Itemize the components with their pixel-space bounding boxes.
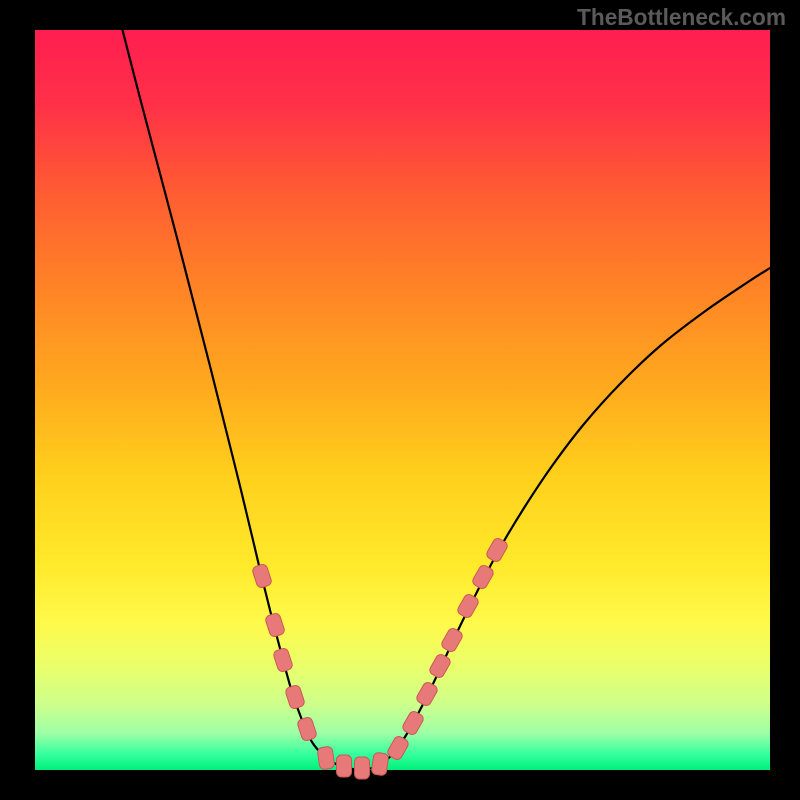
data-marker xyxy=(337,755,352,777)
data-marker xyxy=(371,752,389,776)
bottleneck-curve-chart xyxy=(0,0,800,800)
watermark-text: TheBottleneck.com xyxy=(577,4,786,31)
plot-background xyxy=(35,30,770,770)
chart-frame: TheBottleneck.com xyxy=(0,0,800,800)
data-marker xyxy=(355,757,370,779)
data-marker xyxy=(317,746,335,770)
